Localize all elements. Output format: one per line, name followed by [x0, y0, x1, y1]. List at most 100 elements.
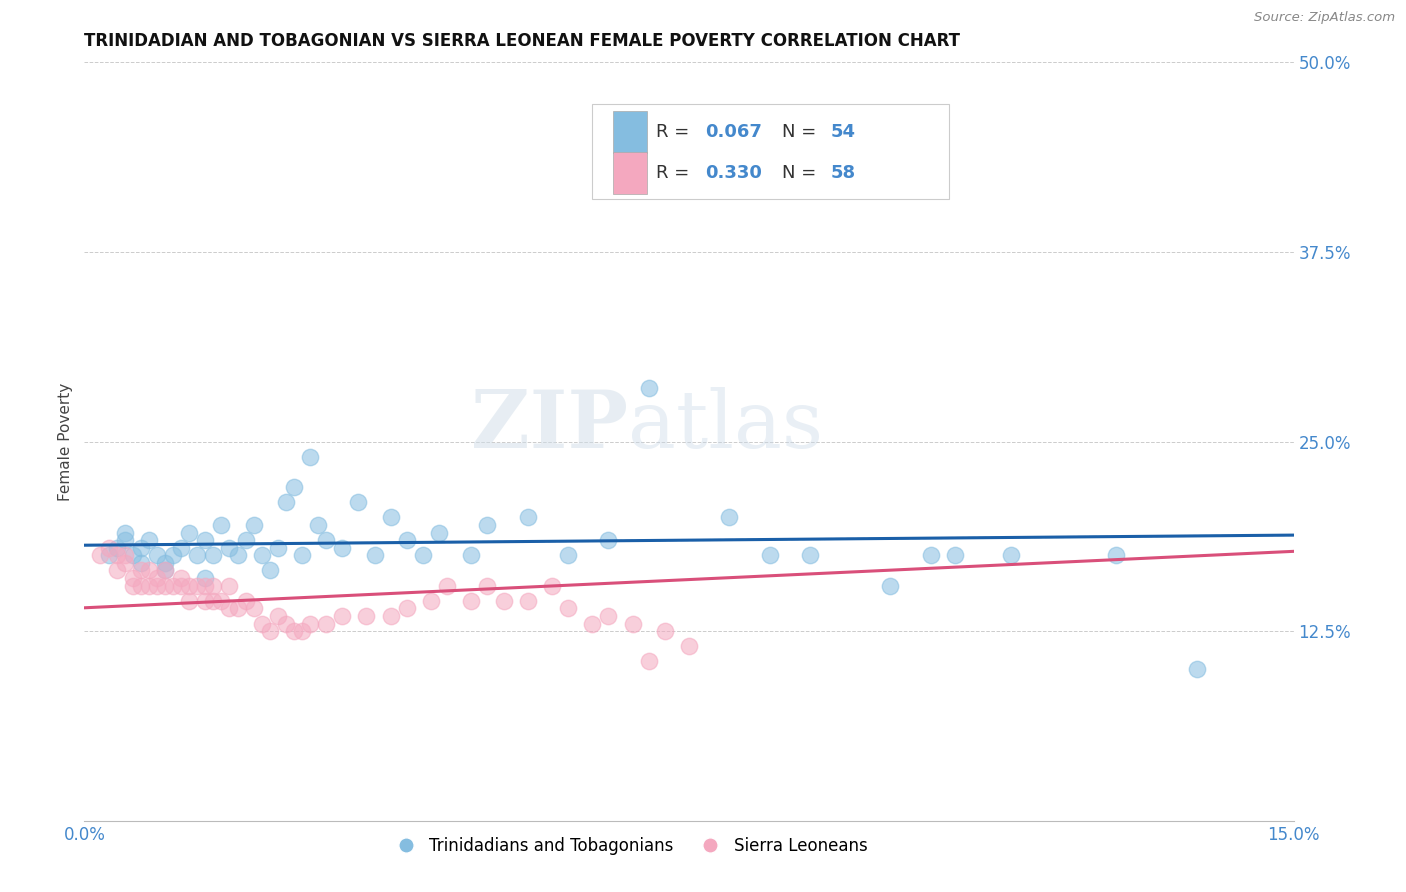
Text: 58: 58 [831, 164, 855, 182]
Point [427, 525, 450, 540]
Point [209, 594, 232, 608]
Point [129, 579, 152, 593]
Point [395, 601, 418, 615]
Point [299, 450, 322, 464]
Point [97, 548, 120, 563]
Point [153, 564, 176, 578]
Point [114, 556, 136, 570]
Point [315, 616, 337, 631]
Point [218, 579, 240, 593]
FancyBboxPatch shape [613, 112, 647, 153]
Point [97, 541, 120, 555]
Text: 0.330: 0.330 [704, 164, 762, 182]
Point [250, 616, 273, 631]
Point [412, 548, 434, 563]
Point [879, 579, 901, 593]
Point [557, 601, 579, 615]
Point [516, 594, 538, 608]
Point [259, 624, 281, 639]
Point [363, 548, 385, 563]
Point [162, 579, 184, 593]
Text: R =: R = [657, 164, 696, 182]
Point [436, 579, 458, 593]
Point [395, 533, 418, 548]
Point [153, 579, 176, 593]
Point [186, 548, 208, 563]
Point [307, 517, 329, 532]
Point [557, 548, 579, 563]
Point [718, 510, 741, 524]
Point [283, 624, 305, 639]
Point [194, 579, 217, 593]
Point [105, 541, 128, 555]
Point [170, 579, 193, 593]
Point [291, 548, 314, 563]
Point [129, 556, 152, 570]
Point [637, 655, 659, 669]
Point [226, 548, 249, 563]
Point [105, 548, 128, 563]
Text: 0.067: 0.067 [704, 123, 762, 141]
Point [678, 639, 700, 653]
Point [492, 594, 515, 608]
Point [121, 571, 143, 585]
Point [477, 517, 499, 532]
Point [105, 564, 128, 578]
Point [138, 533, 160, 548]
Point [516, 510, 538, 524]
Point [274, 495, 297, 509]
Point [114, 525, 136, 540]
Point [242, 601, 264, 615]
Point [114, 548, 136, 563]
Text: Source: ZipAtlas.com: Source: ZipAtlas.com [1254, 11, 1395, 24]
Point [920, 548, 942, 563]
Legend: Trinidadians and Tobagonians, Sierra Leoneans: Trinidadians and Tobagonians, Sierra Leo… [382, 830, 875, 862]
Point [541, 579, 564, 593]
Point [598, 608, 620, 623]
Point [274, 616, 297, 631]
Point [202, 594, 225, 608]
Point [209, 517, 232, 532]
Point [129, 541, 152, 555]
Point [179, 525, 201, 540]
Text: N =: N = [782, 164, 823, 182]
FancyBboxPatch shape [613, 153, 647, 194]
Point [637, 382, 659, 396]
Point [267, 608, 290, 623]
Point [121, 548, 143, 563]
Point [146, 548, 169, 563]
Point [138, 579, 160, 593]
Point [218, 601, 240, 615]
Point [235, 594, 257, 608]
Point [153, 564, 176, 578]
Point [242, 517, 264, 532]
Point [283, 480, 305, 494]
Point [179, 579, 201, 593]
Point [380, 608, 402, 623]
Point [235, 533, 257, 548]
Point [129, 564, 152, 578]
Text: R =: R = [657, 123, 696, 141]
FancyBboxPatch shape [592, 104, 949, 199]
Point [194, 571, 217, 585]
Point [1185, 662, 1208, 676]
Point [146, 579, 169, 593]
Point [146, 571, 169, 585]
Point [330, 608, 353, 623]
Point [89, 548, 111, 563]
Point [250, 548, 273, 563]
Point [267, 541, 290, 555]
Point [581, 616, 603, 631]
Point [347, 495, 370, 509]
Point [330, 541, 353, 555]
Point [202, 579, 225, 593]
Point [162, 548, 184, 563]
Point [186, 579, 208, 593]
Point [315, 533, 337, 548]
Point [299, 616, 322, 631]
Point [799, 548, 821, 563]
Y-axis label: Female Poverty: Female Poverty [58, 383, 73, 500]
Point [114, 533, 136, 548]
Point [138, 564, 160, 578]
Text: ZIP: ZIP [471, 387, 628, 466]
